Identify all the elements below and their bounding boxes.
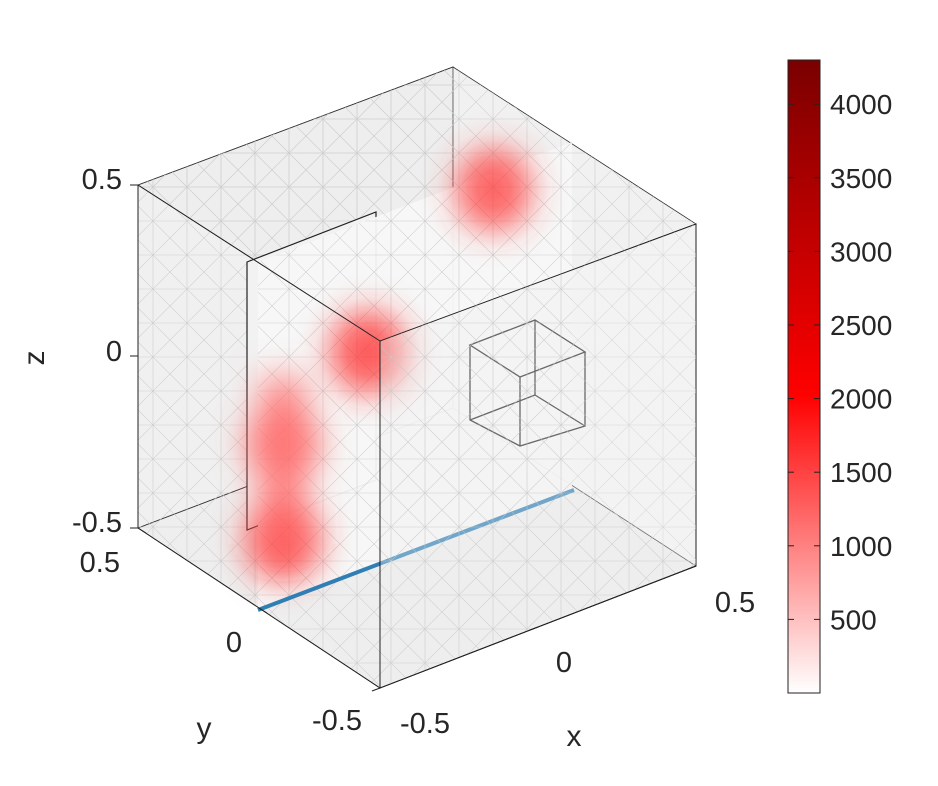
y-tick-0.5: 0.5 <box>80 547 120 579</box>
x-tick-0.5: 0.5 <box>715 587 755 619</box>
colorbar-tick-label: 3500 <box>830 163 892 194</box>
colorbar-tick-label: 500 <box>830 604 877 635</box>
colorbar-tick-label: 1000 <box>830 531 892 562</box>
y-tick-0: 0 <box>226 627 242 659</box>
box-front-edges <box>137 184 697 689</box>
colorbar-tick-label: 1500 <box>830 457 892 488</box>
colorbar-tick-label: 2500 <box>830 310 892 341</box>
heatmap-hotspot <box>455 147 532 232</box>
colorbar: 500 1000 1500 2000 2500 3000 3500 4000 <box>787 59 892 694</box>
x-axis-label: x <box>567 720 582 753</box>
z-tick-neg-0.5: -0.5 <box>72 507 122 539</box>
colorbar-tick-label: 2000 <box>830 384 892 415</box>
z-tick-0.5: 0.5 <box>82 164 122 196</box>
y-axis-label: y <box>197 712 212 745</box>
x-tick-0: 0 <box>556 647 572 679</box>
axis-ticks <box>130 184 697 692</box>
z-tick-0: 0 <box>106 336 122 368</box>
heatmap-streak <box>259 374 308 545</box>
colorbar-gradient <box>787 59 821 694</box>
colorbar-ticks: 500 1000 1500 2000 2500 3000 3500 4000 <box>788 89 892 635</box>
y-tick-neg-0.5: -0.5 <box>312 705 362 737</box>
z-axis-label: z <box>18 351 51 366</box>
colorbar-tick-label: 4000 <box>830 89 892 120</box>
colorbar-tick-label: 3000 <box>830 236 892 267</box>
x-tick-neg-0.5: -0.5 <box>400 708 450 740</box>
